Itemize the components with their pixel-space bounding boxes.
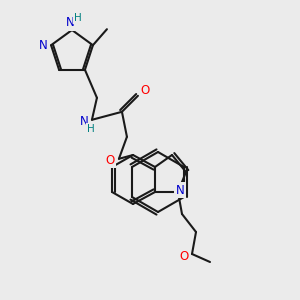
Text: N: N xyxy=(66,16,74,29)
Text: N: N xyxy=(176,184,184,196)
Text: H: H xyxy=(74,13,82,23)
Text: O: O xyxy=(140,84,150,97)
Text: O: O xyxy=(105,154,115,167)
Text: N: N xyxy=(39,39,47,52)
Text: N: N xyxy=(80,115,88,128)
Text: O: O xyxy=(179,250,189,262)
Text: H: H xyxy=(87,124,95,134)
